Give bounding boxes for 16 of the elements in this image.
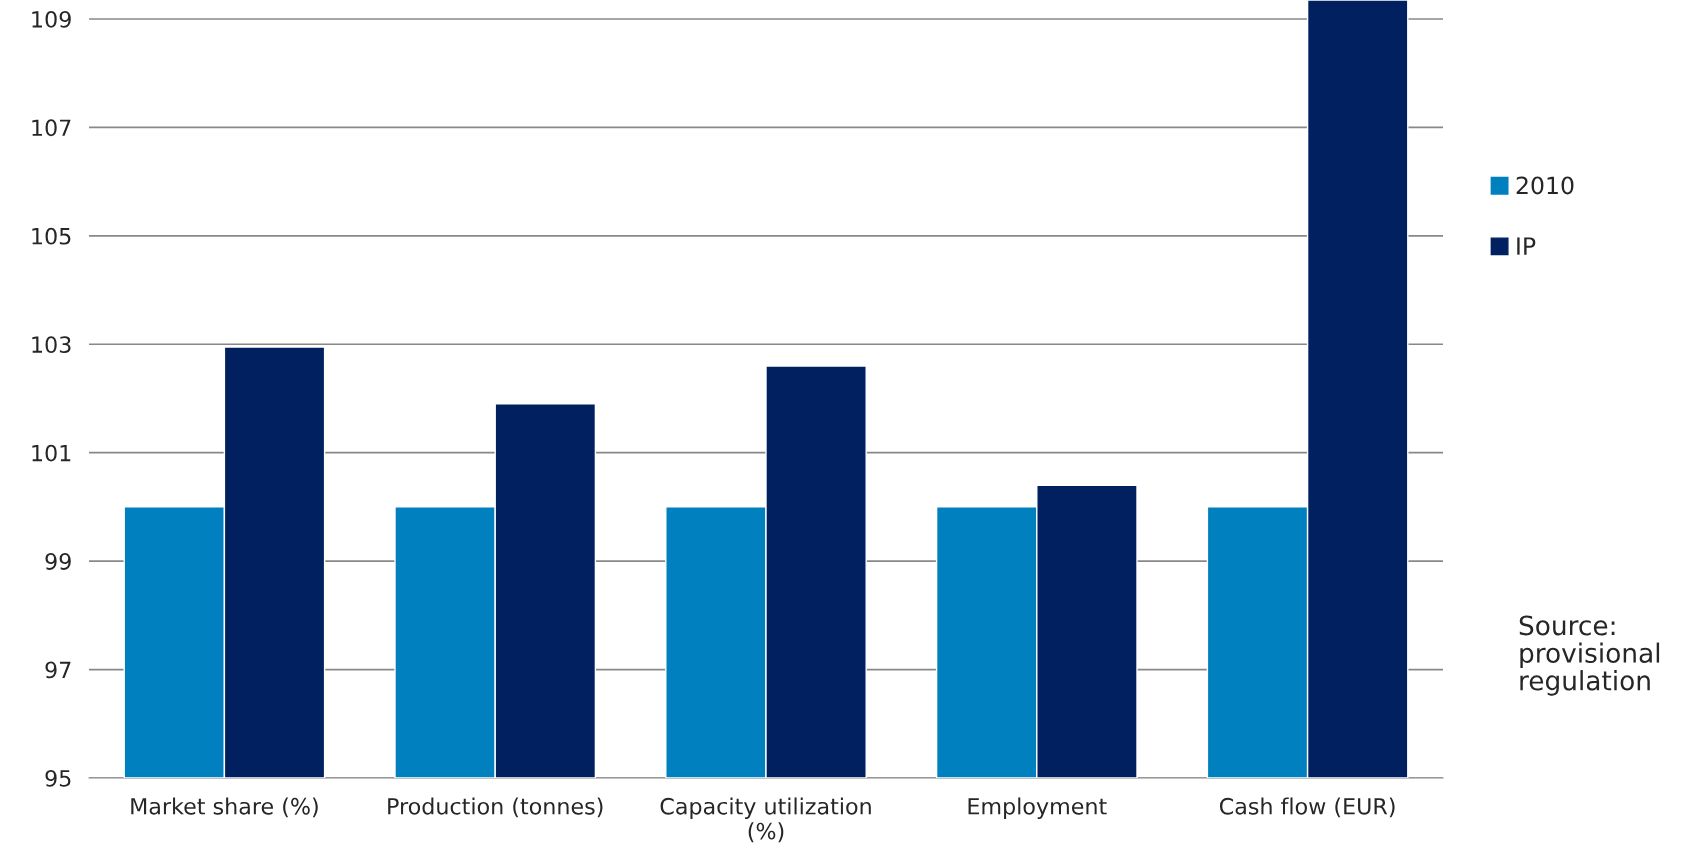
y-tick-label: 99 [45,553,71,570]
legend-label: IP [1517,237,1536,255]
y-tick-label: 101 [32,444,71,462]
y-tick-label: 95 [45,769,71,787]
y-tick-label: 103 [32,336,71,354]
y-tick-label: 97 [45,661,71,679]
y-tick-label: 107 [32,119,71,137]
y-tick-label: 105 [32,227,71,245]
y-tick-label: 109 [32,10,71,28]
x-tick-label: Production (tonnes) [388,797,603,818]
source-note: Source: provisional regulation [1519,615,1660,696]
x-tick-label: Cash flow (EUR) [1219,797,1395,818]
legend-label: 2010 [1516,176,1574,195]
x-tick-label: Market share (%) [131,797,318,818]
x-tick-label: Employment [968,797,1107,819]
x-tick-label: Capacity utilization (%) [660,797,871,843]
